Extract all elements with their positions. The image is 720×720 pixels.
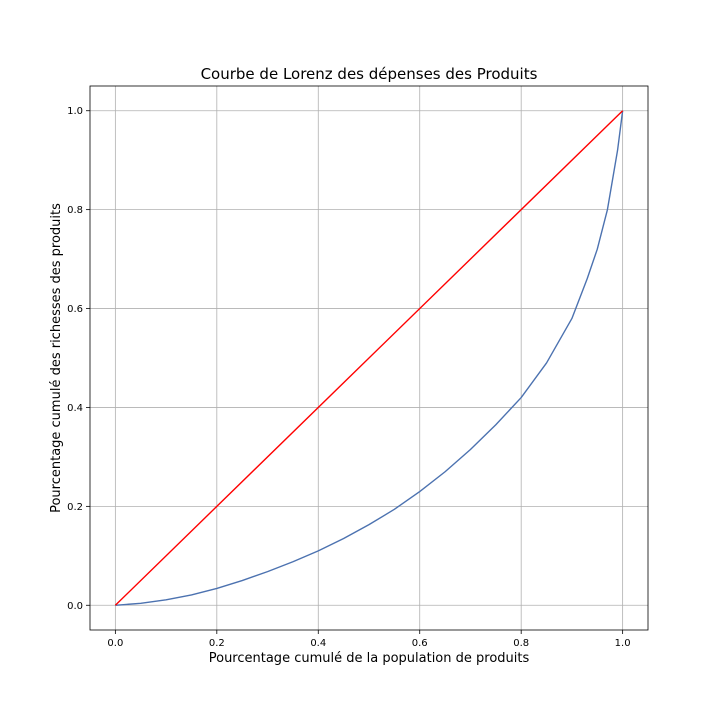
x-tick-label: 0.2: [209, 638, 225, 649]
y-tick-label: 0.8: [67, 205, 83, 216]
x-tick-label: 0.4: [310, 638, 326, 649]
x-axis: 0.0 0.2 0.4 0.6 0.8 1.0: [107, 630, 631, 649]
series-group: [114, 110, 624, 606]
y-tick-label: 0.4: [67, 403, 83, 414]
x-tick-label: 0.0: [107, 638, 123, 649]
x-axis-label: Pourcentage cumulé de la population de p…: [209, 651, 530, 666]
y-tick-label: 0.0: [67, 601, 83, 612]
x-tick-label: 0.6: [412, 638, 428, 649]
chart-title: Courbe de Lorenz des dépenses des Produi…: [201, 65, 538, 83]
x-tick-label: 0.8: [513, 638, 529, 649]
lorenz-curve-line: [115, 110, 624, 606]
equality-line: [114, 110, 624, 606]
y-tick-label: 1.0: [67, 106, 83, 117]
x-tick-label: 1.0: [615, 638, 631, 649]
grid: [90, 86, 648, 630]
plot-frame: [89, 85, 649, 631]
y-axis-label: Pourcentage cumulé des richesses des pro…: [49, 203, 64, 513]
y-axis: 0.0 0.2 0.4 0.6 0.8 1.0: [67, 106, 90, 612]
y-tick-label: 0.6: [67, 304, 83, 315]
y-tick-label: 0.2: [67, 502, 83, 513]
